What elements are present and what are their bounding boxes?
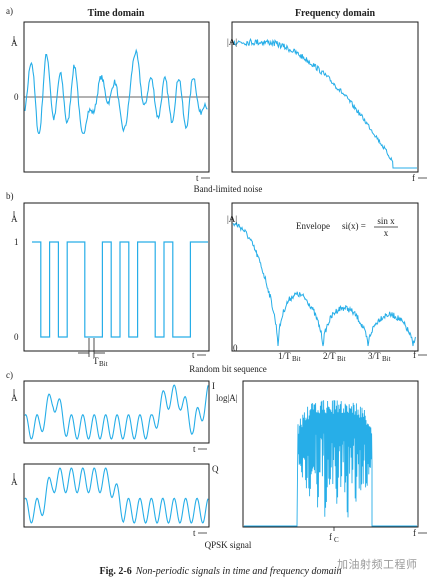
noise-time-signal: [24, 48, 208, 134]
freq-tick-2: 2/T: [323, 351, 336, 361]
panel-a-freq-frame: [231, 21, 419, 173]
freq-tick-3-sub: Bit: [382, 355, 391, 363]
panel-c-i-y-label: A: [11, 393, 18, 403]
panel-b-freq-zero-label: 0: [233, 343, 238, 353]
panel-a-time-zero-label: 0: [14, 92, 19, 102]
panel-c-freq-x-label: f: [413, 528, 416, 538]
panel-a-time: A 0 t: [11, 21, 210, 183]
freq-tick-2-sub: Bit: [337, 355, 346, 363]
fc-label-sub: C: [334, 536, 339, 544]
panel-c-i-frame: [23, 380, 210, 444]
panel-b-time-zero-label: 0: [14, 332, 19, 342]
tbit-label: T: [93, 356, 99, 366]
panel-c-i: A I t: [11, 380, 215, 454]
panel-a-time-x-label: t: [196, 173, 199, 183]
random-bit-sequence-title: Random bit sequence: [189, 364, 266, 374]
figure-caption: Fig. 2-6 Non-periodic signals in time and…: [0, 566, 441, 577]
qpsk-signal-title: QPSK signal: [205, 540, 252, 550]
section-label-c: c): [6, 370, 13, 380]
envelope-formula-denominator: x: [384, 228, 389, 238]
panel-b-freq: |A| 0 f Envelope si(x) = sin x x 1/T Bit…: [227, 202, 427, 363]
panel-c-freq: log|A| f f C: [216, 380, 427, 544]
q-channel-label: Q: [212, 464, 219, 474]
sinc-spectrum: [232, 221, 416, 347]
freq-tick-1-sub: Bit: [292, 355, 301, 363]
panel-b-freq-x-label: f: [413, 350, 416, 360]
panel-a-freq: |A| f: [227, 21, 427, 183]
section-label-a: a): [6, 6, 13, 16]
panel-a-freq-x-label: f: [412, 173, 415, 183]
panel-c-q-x-label: t: [193, 528, 196, 538]
envelope-label: Envelope: [296, 221, 330, 231]
freq-tick-3: 3/T: [368, 351, 381, 361]
panel-b-time-y-label: A: [11, 214, 18, 224]
panel-c-freq-y-label: log|A|: [216, 393, 238, 403]
panel-c-freq-frame: [242, 380, 419, 528]
panel-c-q: A Q t: [11, 463, 219, 538]
panel-c-q-y-label: A: [11, 477, 18, 487]
bit-sequence-signal: [32, 241, 208, 338]
watermark-text: 加油射频工程师: [337, 558, 418, 571]
panel-b-time: A 1 0 t T Bit: [11, 202, 210, 368]
qpsk-q-signal: [24, 467, 209, 524]
qpsk-spectrum: [244, 400, 417, 527]
panel-b-time-x-label: t: [192, 350, 195, 360]
qpsk-i-signal: [24, 384, 209, 440]
time-domain-header: Time domain: [88, 8, 145, 19]
section-label-b: b): [6, 191, 14, 201]
noise-spectrum: [232, 37, 417, 169]
i-channel-label: I: [212, 381, 215, 391]
envelope-formula-numerator: sin x: [377, 216, 395, 226]
caption-number: Fig. 2-6: [99, 566, 132, 577]
caption-text: Non-periodic signals in time and frequen…: [135, 566, 342, 577]
fc-label: f: [329, 532, 332, 542]
band-limited-noise-title: Band-limited noise: [194, 184, 263, 194]
frequency-domain-header: Frequency domain: [295, 8, 376, 19]
panel-b-time-one-label: 1: [14, 237, 19, 247]
panel-a-time-y-label: A: [11, 38, 18, 48]
panel-c-i-x-label: t: [193, 444, 196, 454]
freq-tick-1: 1/T: [278, 351, 291, 361]
panel-c-q-frame: [23, 463, 210, 528]
panel-b-freq-y-label: |A|: [227, 214, 237, 224]
tbit-label-sub: Bit: [99, 360, 108, 368]
envelope-formula-lhs: si(x) =: [342, 221, 366, 231]
panel-b-time-frame: [23, 202, 210, 352]
panel-b-freq-frame: [231, 202, 419, 352]
panel-a-freq-y-label: |A|: [227, 37, 237, 47]
